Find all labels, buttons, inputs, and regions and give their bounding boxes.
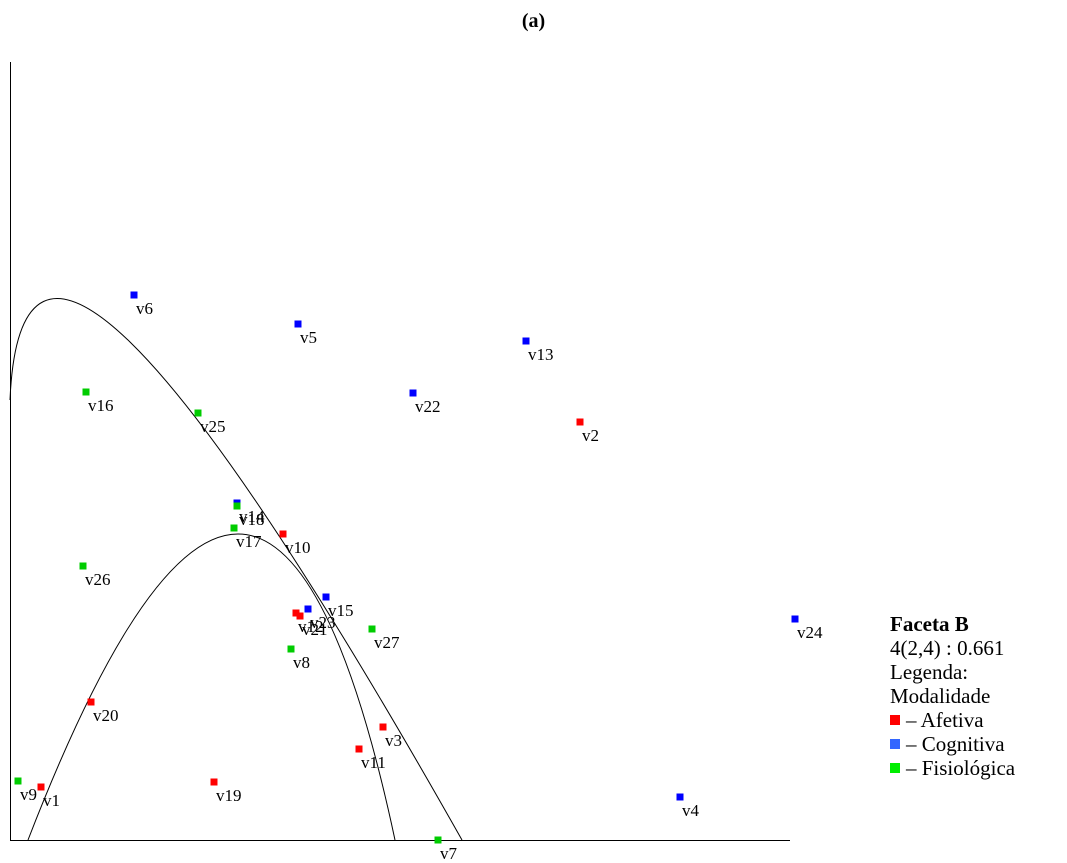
point-label-v1: v1 <box>43 791 60 810</box>
point-label-v14: v14 <box>239 507 265 526</box>
point-v8 <box>287 645 295 653</box>
point-v3 <box>379 723 387 731</box>
legend-item-label: – Fisiológica <box>906 756 1016 780</box>
legend-item-cognitiva: – Cognitiva <box>890 732 1015 756</box>
point-v7 <box>434 836 442 844</box>
point-v21 <box>296 612 304 620</box>
point-v16 <box>82 388 90 396</box>
legend: Faceta B 4(2,4) : 0.661 Legenda: Modalid… <box>890 612 1015 780</box>
point-v4 <box>676 793 684 801</box>
point-label-v24: v24 <box>797 623 823 642</box>
point-label-v8: v8 <box>293 653 310 672</box>
point-label-v5: v5 <box>300 328 317 347</box>
point-label-v18: v18 <box>239 510 265 529</box>
point-label-v2: v2 <box>582 426 599 445</box>
point-v23 <box>304 605 312 613</box>
point-v6 <box>130 291 138 299</box>
point-v11 <box>355 745 363 753</box>
point-label-v15: v15 <box>328 601 354 620</box>
point-v25 <box>194 409 202 417</box>
point-v17 <box>230 524 238 532</box>
point-label-v3: v3 <box>385 731 402 750</box>
point-v27 <box>368 625 376 633</box>
point-v13 <box>522 337 530 345</box>
point-label-v6: v6 <box>136 299 153 318</box>
legend-facet-title: Faceta B <box>890 612 969 636</box>
point-label-v27: v27 <box>374 633 400 652</box>
point-v9 <box>14 777 22 785</box>
point-v10 <box>279 530 287 538</box>
legend-swatch-fisiologica <box>890 763 900 773</box>
point-label-v17: v17 <box>236 532 262 551</box>
point-label-v7: v7 <box>440 844 458 863</box>
point-v18 <box>233 502 241 510</box>
legend-modality-label: Modalidade <box>890 684 991 708</box>
point-label-v12: v12 <box>298 617 324 636</box>
point-v12 <box>292 609 300 617</box>
point-label-v11: v11 <box>361 753 386 772</box>
point-label-v16: v16 <box>88 396 114 415</box>
point-label-v13: v13 <box>528 345 554 364</box>
chart-title: (a) <box>521 10 546 32</box>
legend-item-fisiologica: – Fisiológica <box>890 756 1015 780</box>
point-v1 <box>37 783 45 791</box>
point-v24 <box>791 615 799 623</box>
region-boundary-1 <box>27 533 396 841</box>
point-v22 <box>409 389 417 397</box>
point-label-v19: v19 <box>216 786 242 805</box>
point-v26 <box>79 562 87 570</box>
point-label-v9: v9 <box>20 785 37 804</box>
legend-swatch-cognitiva <box>890 739 900 749</box>
point-label-v26: v26 <box>85 570 111 589</box>
point-label-v25: v25 <box>200 417 226 436</box>
region-boundary-2 <box>9 297 463 841</box>
point-label-v20: v20 <box>93 706 119 725</box>
point-v5 <box>294 320 302 328</box>
point-label-v23: v23 <box>310 613 336 632</box>
legend-item-afetiva: – Afetiva <box>890 708 1015 732</box>
point-v15 <box>322 593 330 601</box>
point-label-v10: v10 <box>285 538 311 557</box>
point-v19 <box>210 778 218 786</box>
legend-swatch-afetiva <box>890 715 900 725</box>
legend-label: Legenda: <box>890 660 969 684</box>
point-label-v4: v4 <box>682 801 700 820</box>
point-label-v22: v22 <box>415 397 441 416</box>
legend-item-label: – Afetiva <box>906 708 984 732</box>
point-label-v21: v21 <box>302 620 328 639</box>
point-v20 <box>87 698 95 706</box>
point-v2 <box>576 418 584 426</box>
legend-item-label: – Cognitiva <box>906 732 1005 756</box>
legend-coefficient: 4(2,4) : 0.661 <box>890 636 1005 660</box>
